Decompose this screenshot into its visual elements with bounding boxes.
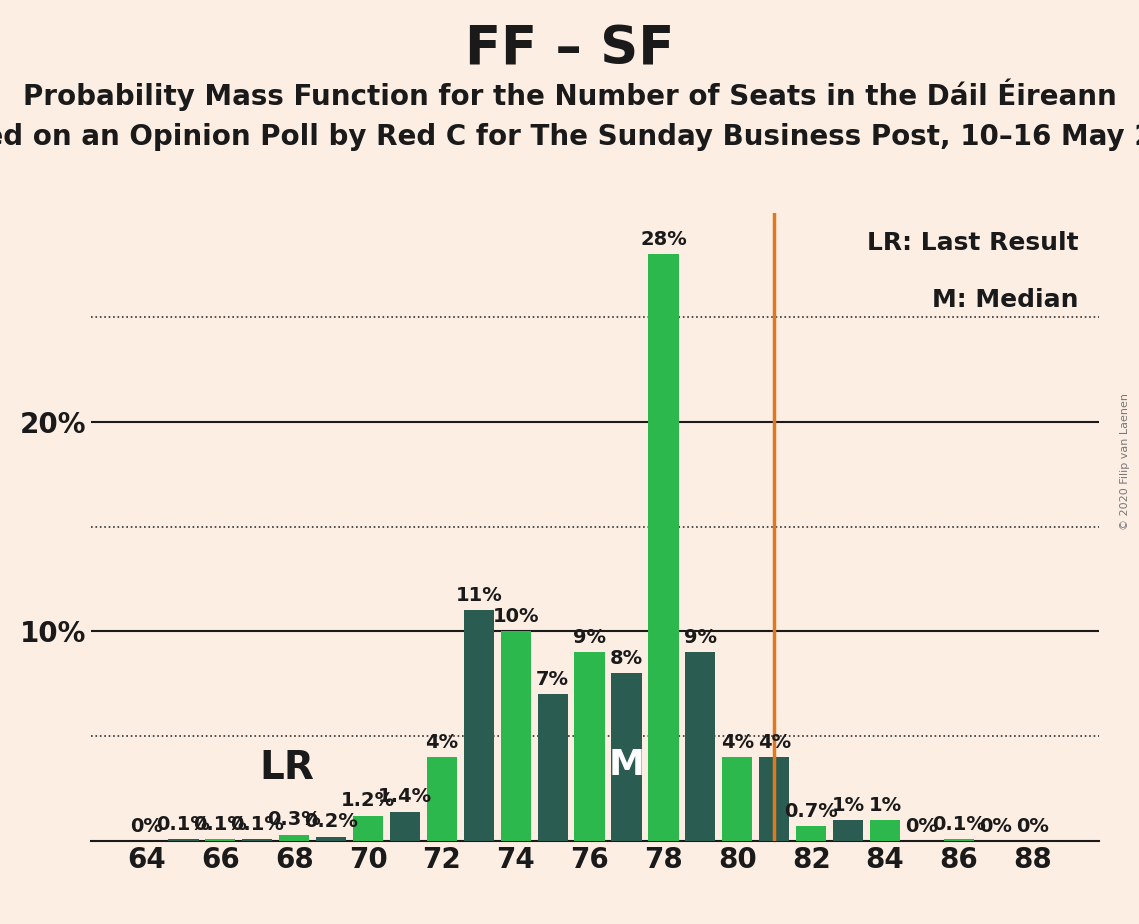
Bar xyxy=(574,652,605,841)
Bar xyxy=(612,674,641,841)
Text: 9%: 9% xyxy=(573,628,606,647)
Text: 4%: 4% xyxy=(425,733,459,752)
Text: 7%: 7% xyxy=(536,670,570,689)
Text: 28%: 28% xyxy=(640,230,687,249)
Text: 1.2%: 1.2% xyxy=(341,792,395,810)
Text: LR: LR xyxy=(260,748,314,786)
Bar xyxy=(427,757,457,841)
Bar xyxy=(759,757,789,841)
Text: 0.2%: 0.2% xyxy=(304,812,358,832)
Text: 0.7%: 0.7% xyxy=(785,802,838,821)
Bar xyxy=(833,820,863,841)
Text: © 2020 Filip van Laenen: © 2020 Filip van Laenen xyxy=(1121,394,1130,530)
Bar xyxy=(390,811,420,841)
Text: 0.1%: 0.1% xyxy=(156,815,211,833)
Bar xyxy=(353,816,383,841)
Text: 4%: 4% xyxy=(757,733,790,752)
Text: M: M xyxy=(608,748,645,783)
Bar xyxy=(243,839,272,841)
Text: FF – SF: FF – SF xyxy=(465,23,674,75)
Bar xyxy=(464,611,494,841)
Text: Based on an Opinion Poll by Red C for The Sunday Business Post, 10–16 May 2018: Based on an Opinion Poll by Red C for Th… xyxy=(0,123,1139,151)
Text: 0.1%: 0.1% xyxy=(932,815,985,833)
Bar xyxy=(501,631,531,841)
Bar xyxy=(722,757,753,841)
Bar xyxy=(169,839,198,841)
Bar xyxy=(648,254,679,841)
Text: 0%: 0% xyxy=(1016,817,1049,835)
Bar xyxy=(686,652,715,841)
Text: 1%: 1% xyxy=(831,796,865,815)
Text: Probability Mass Function for the Number of Seats in the Dáil Éireann: Probability Mass Function for the Number… xyxy=(23,79,1116,111)
Text: 0%: 0% xyxy=(130,817,163,835)
Text: 4%: 4% xyxy=(721,733,754,752)
Text: M: Median: M: Median xyxy=(933,288,1079,312)
Text: 9%: 9% xyxy=(683,628,716,647)
Text: 1%: 1% xyxy=(868,796,902,815)
Bar xyxy=(870,820,900,841)
Text: 8%: 8% xyxy=(611,649,644,668)
Bar xyxy=(279,834,310,841)
Text: 0%: 0% xyxy=(980,817,1013,835)
Text: 0.1%: 0.1% xyxy=(230,815,285,833)
Text: 0%: 0% xyxy=(906,817,939,835)
Text: 1.4%: 1.4% xyxy=(378,787,432,807)
Text: 11%: 11% xyxy=(456,586,502,605)
Text: 0.3%: 0.3% xyxy=(268,810,321,830)
Bar xyxy=(796,826,826,841)
Bar xyxy=(944,839,974,841)
Text: 0.1%: 0.1% xyxy=(194,815,247,833)
Bar xyxy=(316,836,346,841)
Bar xyxy=(538,694,568,841)
Bar xyxy=(205,839,236,841)
Text: 10%: 10% xyxy=(492,607,539,626)
Text: LR: Last Result: LR: Last Result xyxy=(868,231,1079,255)
